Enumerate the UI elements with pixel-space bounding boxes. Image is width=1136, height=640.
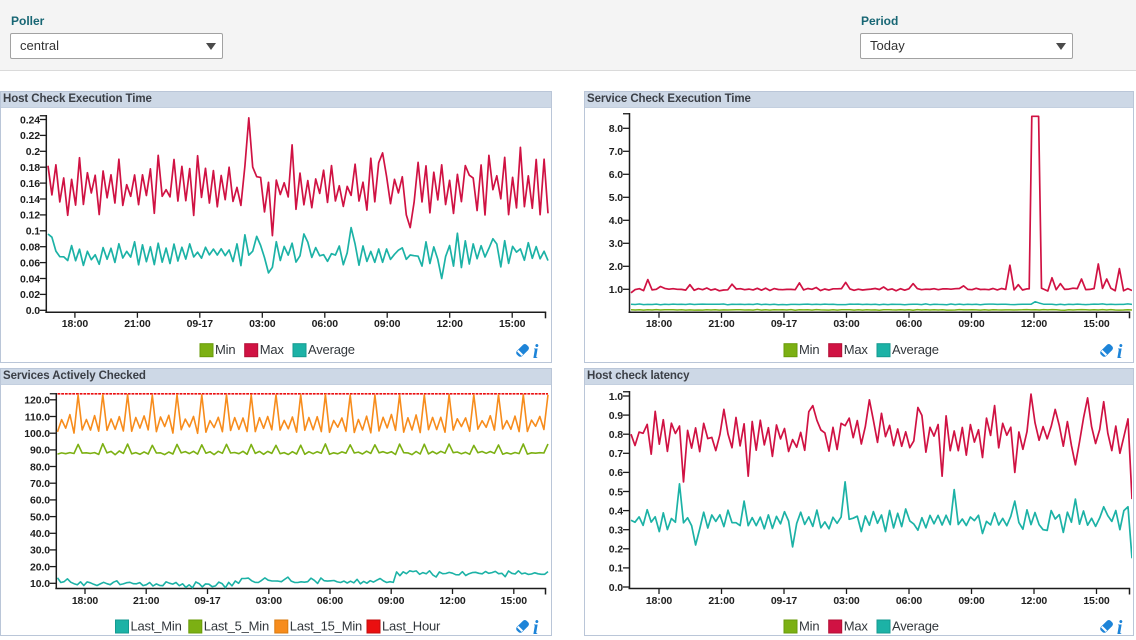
svg-text:8.0: 8.0 — [609, 123, 624, 135]
svg-text:Min: Min — [799, 619, 819, 634]
svg-text:i: i — [533, 617, 539, 634]
svg-text:0.9: 0.9 — [609, 410, 624, 422]
svg-text:0.4: 0.4 — [609, 505, 624, 517]
svg-text:18:00: 18:00 — [72, 595, 99, 607]
svg-text:20.0: 20.0 — [30, 561, 50, 573]
svg-text:09-17: 09-17 — [187, 318, 214, 330]
svg-text:80.0: 80.0 — [30, 461, 50, 473]
svg-text:90.0: 90.0 — [30, 445, 50, 457]
svg-text:21:00: 21:00 — [708, 595, 735, 607]
svg-text:Max: Max — [844, 619, 869, 634]
svg-text:Last_5_Min: Last_5_Min — [204, 619, 269, 634]
svg-text:0.7: 0.7 — [609, 448, 624, 460]
svg-text:0.14: 0.14 — [20, 194, 40, 206]
svg-text:i: i — [1117, 617, 1123, 634]
svg-text:09-17: 09-17 — [194, 595, 221, 607]
svg-text:21:00: 21:00 — [133, 595, 160, 607]
svg-text:21:00: 21:00 — [708, 318, 735, 330]
svg-text:18:00: 18:00 — [62, 318, 89, 330]
svg-text:0.04: 0.04 — [20, 273, 40, 285]
svg-text:15:00: 15:00 — [1083, 595, 1110, 607]
svg-text:18:00: 18:00 — [646, 318, 673, 330]
svg-text:15:00: 15:00 — [499, 318, 526, 330]
svg-text:06:00: 06:00 — [896, 318, 923, 330]
svg-text:Last_15_Min: Last_15_Min — [290, 619, 362, 634]
svg-text:Min: Min — [799, 342, 819, 357]
svg-text:2.0: 2.0 — [609, 261, 624, 273]
svg-text:6.0: 6.0 — [609, 169, 624, 181]
svg-text:0.2: 0.2 — [26, 146, 41, 158]
svg-text:0.24: 0.24 — [20, 114, 40, 126]
svg-text:30.0: 30.0 — [30, 545, 50, 557]
svg-text:Average: Average — [308, 342, 355, 357]
svg-text:09:00: 09:00 — [374, 318, 401, 330]
svg-text:110.0: 110.0 — [25, 411, 50, 423]
svg-text:0.08: 0.08 — [20, 242, 40, 254]
svg-text:Average: Average — [892, 619, 939, 634]
svg-text:i: i — [1117, 341, 1123, 361]
svg-text:120.0: 120.0 — [24, 395, 50, 407]
svg-text:Average: Average — [892, 342, 939, 357]
svg-text:5.0: 5.0 — [609, 192, 624, 204]
svg-text:09:00: 09:00 — [958, 595, 985, 607]
svg-text:15:00: 15:00 — [501, 595, 528, 607]
svg-text:15:00: 15:00 — [1083, 318, 1110, 330]
svg-text:0.0: 0.0 — [26, 305, 41, 317]
svg-text:0.12: 0.12 — [20, 210, 40, 222]
svg-text:0.18: 0.18 — [20, 162, 40, 174]
svg-text:0.0: 0.0 — [609, 582, 624, 594]
svg-text:0.6: 0.6 — [609, 467, 624, 479]
svg-text:03:00: 03:00 — [833, 318, 860, 330]
svg-text:03:00: 03:00 — [833, 595, 860, 607]
svg-text:12:00: 12:00 — [439, 595, 466, 607]
svg-text:18:00: 18:00 — [646, 595, 673, 607]
svg-text:1.0: 1.0 — [609, 391, 624, 403]
svg-text:3.0: 3.0 — [609, 238, 624, 250]
svg-text:0.16: 0.16 — [20, 178, 40, 190]
svg-text:0.8: 0.8 — [609, 429, 624, 441]
svg-text:50.0: 50.0 — [30, 511, 50, 523]
svg-text:40.0: 40.0 — [30, 528, 50, 540]
svg-text:0.2: 0.2 — [609, 544, 624, 556]
svg-text:10.0: 10.0 — [30, 578, 50, 590]
svg-text:06:00: 06:00 — [896, 595, 923, 607]
svg-text:09:00: 09:00 — [378, 595, 405, 607]
svg-text:12:00: 12:00 — [1021, 318, 1048, 330]
svg-text:1.0: 1.0 — [609, 284, 624, 296]
svg-text:0.1: 0.1 — [26, 226, 41, 238]
svg-text:09-17: 09-17 — [771, 595, 798, 607]
svg-text:0.06: 0.06 — [20, 257, 40, 269]
svg-text:03:00: 03:00 — [256, 595, 283, 607]
svg-text:09:00: 09:00 — [958, 318, 985, 330]
svg-text:70.0: 70.0 — [30, 478, 50, 490]
svg-text:60.0: 60.0 — [30, 495, 50, 507]
svg-text:09-17: 09-17 — [771, 318, 798, 330]
svg-text:0.1: 0.1 — [609, 563, 624, 575]
svg-text:Max: Max — [260, 342, 285, 357]
svg-text:12:00: 12:00 — [437, 318, 464, 330]
svg-text:100.0: 100.0 — [24, 428, 50, 440]
svg-text:06:00: 06:00 — [317, 595, 344, 607]
svg-text:Max: Max — [844, 342, 869, 357]
svg-text:06:00: 06:00 — [312, 318, 339, 330]
svg-text:Min: Min — [215, 342, 235, 357]
svg-text:Last_Min: Last_Min — [131, 619, 182, 634]
svg-text:0.3: 0.3 — [609, 525, 624, 537]
svg-text:Last_Hour: Last_Hour — [382, 619, 441, 634]
svg-text:4.0: 4.0 — [609, 215, 624, 227]
svg-text:0.02: 0.02 — [20, 289, 40, 301]
svg-text:21:00: 21:00 — [124, 318, 151, 330]
svg-text:0.5: 0.5 — [609, 486, 624, 498]
svg-text:7.0: 7.0 — [609, 146, 624, 158]
svg-text:0.22: 0.22 — [20, 130, 40, 142]
svg-text:12:00: 12:00 — [1021, 595, 1048, 607]
svg-text:i: i — [533, 341, 539, 361]
svg-text:03:00: 03:00 — [249, 318, 276, 330]
